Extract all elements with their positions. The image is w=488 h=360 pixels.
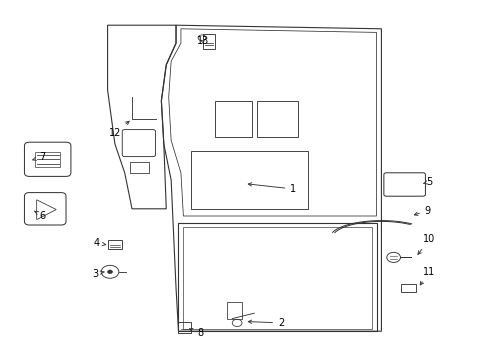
Text: 10: 10 [417, 234, 435, 255]
Bar [178, 322, 190, 333]
Text: 9: 9 [413, 206, 430, 216]
Bar [227, 302, 242, 319]
Bar [190, 151, 307, 209]
Text: 12: 12 [108, 121, 129, 138]
Text: 2: 2 [248, 318, 284, 328]
Text: 3: 3 [92, 269, 104, 279]
Text: 7: 7 [33, 152, 45, 162]
Bar [35, 152, 60, 167]
Bar [183, 227, 371, 329]
Text: 13: 13 [196, 36, 209, 46]
Text: 8: 8 [189, 328, 203, 338]
Text: 6: 6 [34, 211, 45, 221]
Bar [203, 34, 215, 49]
Text: 4: 4 [94, 238, 105, 248]
Circle shape [107, 270, 112, 274]
Bar [107, 240, 122, 249]
Bar [129, 162, 149, 173]
Text: 11: 11 [419, 267, 435, 285]
Text: 5: 5 [423, 177, 431, 187]
Bar [400, 284, 415, 292]
Text: 1: 1 [248, 183, 296, 194]
